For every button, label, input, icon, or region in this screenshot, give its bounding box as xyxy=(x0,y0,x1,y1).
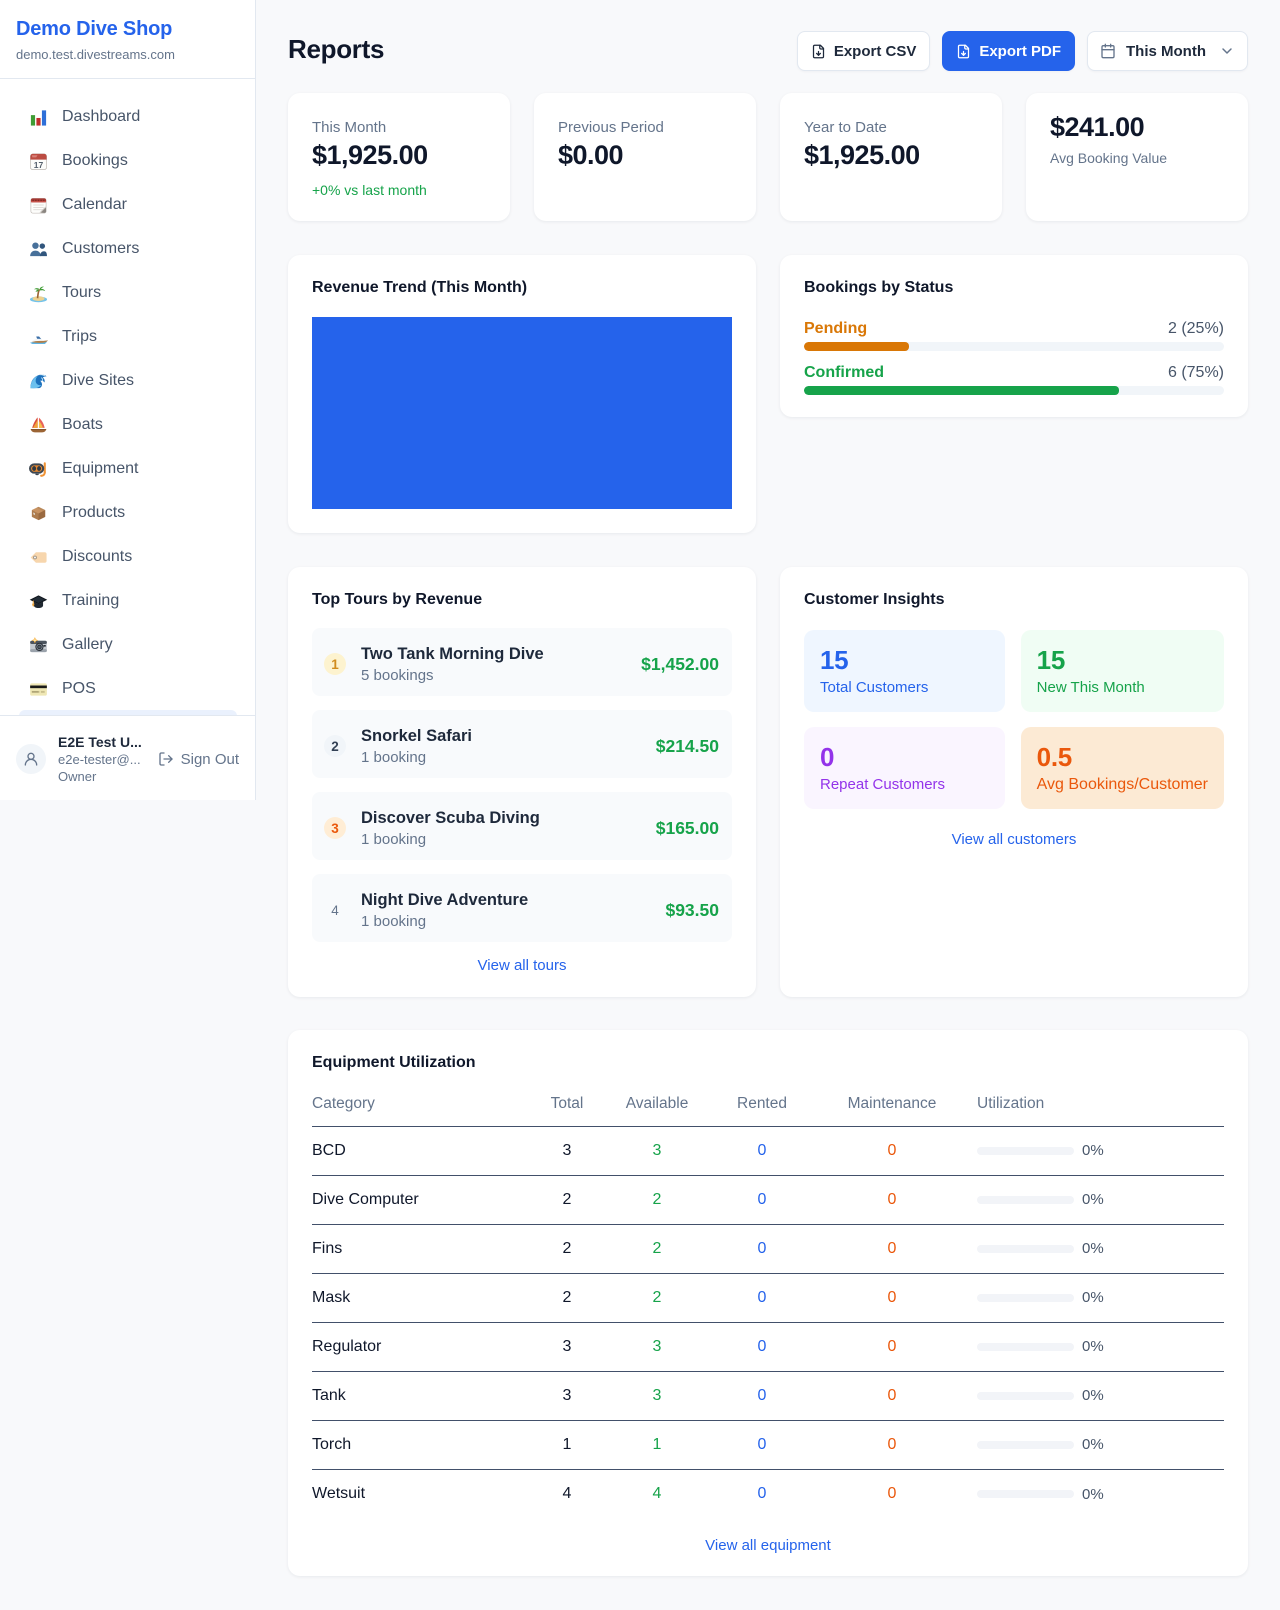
svg-text:17: 17 xyxy=(34,159,44,169)
